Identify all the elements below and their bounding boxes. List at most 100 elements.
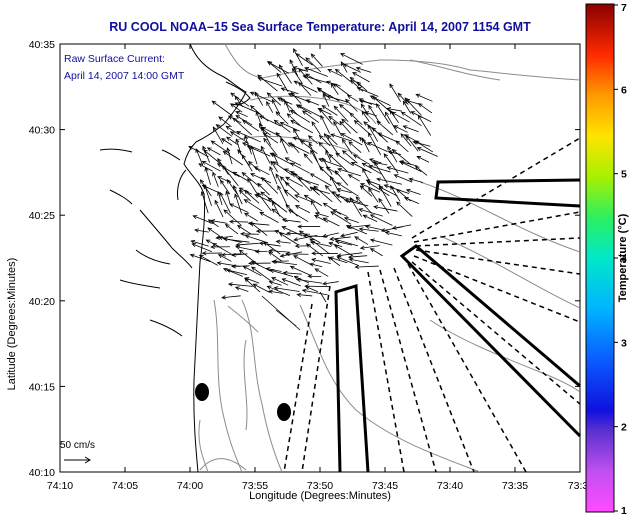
current-vector-head	[279, 176, 285, 181]
x-tick-label: 73:40	[437, 480, 463, 492]
current-vector	[270, 269, 294, 277]
current-vector	[207, 147, 221, 156]
current-vector	[242, 120, 260, 132]
current-vector	[207, 227, 221, 237]
current-vector-head	[358, 227, 364, 232]
current-vector-head	[257, 192, 262, 197]
current-vector	[282, 278, 301, 287]
current-vector	[276, 240, 291, 244]
current-vector-head	[328, 115, 333, 121]
current-vector-head	[322, 281, 328, 286]
current-vector	[318, 142, 329, 152]
current-vector-head	[226, 147, 231, 153]
current-vector-head	[393, 174, 399, 179]
current-vector	[359, 208, 383, 217]
current-vector-head	[243, 212, 249, 217]
current-vector-head	[229, 103, 235, 108]
current-vector-head	[374, 161, 379, 167]
current-vector-head	[286, 231, 291, 236]
current-vector-head	[271, 259, 277, 265]
current-vector	[296, 279, 323, 284]
current-vector	[345, 99, 358, 112]
current-vector-head	[404, 97, 409, 102]
current-vector-head	[290, 162, 295, 167]
current-vector	[290, 110, 311, 123]
current-vector-head	[378, 184, 383, 190]
current-vector-head	[269, 165, 274, 171]
current-vector-head	[304, 67, 310, 71]
current-vector	[357, 87, 379, 97]
current-vector-head	[199, 179, 205, 184]
current-vector	[237, 225, 252, 235]
current-vector	[328, 242, 343, 247]
plot-area	[59, 43, 581, 473]
current-vector-head	[271, 208, 277, 213]
current-vector-head	[402, 125, 408, 130]
current-vector	[315, 212, 329, 218]
current-vector	[267, 92, 282, 106]
current-vector-head	[217, 235, 223, 241]
current-vector	[314, 268, 329, 277]
current-vector	[271, 99, 281, 115]
current-vector-head	[236, 130, 242, 135]
current-vector-head	[229, 219, 234, 224]
current-vector-head	[354, 236, 360, 241]
current-vector-head	[389, 109, 394, 115]
current-vector-head	[273, 286, 279, 291]
current-vector-head	[309, 173, 315, 178]
current-vector	[203, 149, 223, 166]
current-vector-head	[212, 242, 218, 247]
current-vector	[276, 73, 289, 93]
current-vector-head	[368, 164, 374, 169]
current-vector-head	[271, 277, 276, 281]
current-vector	[355, 196, 373, 214]
current-vector-head	[400, 111, 406, 116]
current-vector	[335, 68, 352, 83]
current-vector-head	[353, 120, 359, 125]
current-vector	[190, 254, 211, 262]
y-tick-label: 40:35	[29, 39, 55, 51]
current-vector	[337, 252, 363, 257]
current-vector-head	[344, 198, 349, 203]
current-vector-head	[202, 145, 207, 151]
current-vector-head	[336, 187, 342, 192]
current-vector-head	[305, 57, 311, 62]
current-vector-head	[303, 153, 309, 158]
current-vector-head	[236, 224, 242, 230]
current-vector	[313, 185, 333, 203]
current-vector	[293, 137, 313, 144]
current-vector	[199, 254, 218, 266]
current-vector-head	[340, 53, 345, 57]
current-vector-head	[204, 166, 209, 172]
current-vector	[230, 103, 243, 113]
current-vector-head	[361, 162, 367, 167]
current-vector-head	[354, 264, 360, 270]
current-vector-head	[222, 150, 228, 156]
current-vector-head	[350, 79, 355, 85]
current-vector-head	[333, 120, 338, 126]
current-vector-head	[214, 199, 219, 205]
current-vector	[272, 161, 293, 176]
current-vector	[218, 116, 232, 128]
current-vector	[263, 241, 281, 255]
current-vector	[417, 115, 432, 136]
current-vector-head	[281, 278, 287, 283]
current-vector-head	[298, 81, 303, 87]
current-vector-head	[402, 100, 407, 106]
current-vector-head	[349, 112, 355, 118]
current-vector	[195, 148, 204, 166]
current-vector	[268, 197, 288, 213]
x-tick-label: 73:35	[502, 480, 528, 492]
current-vector-head	[349, 76, 355, 82]
current-vector-head	[216, 261, 222, 266]
current-vector-head	[234, 193, 239, 199]
current-vector-head	[393, 125, 399, 130]
current-vector-head	[272, 161, 278, 166]
current-vector-head	[252, 283, 258, 288]
y-tick-label: 40:15	[29, 381, 55, 393]
current-vector-head	[244, 134, 249, 140]
current-vector-head	[232, 171, 238, 176]
current-vector	[368, 132, 382, 156]
current-vector-head	[289, 59, 294, 64]
